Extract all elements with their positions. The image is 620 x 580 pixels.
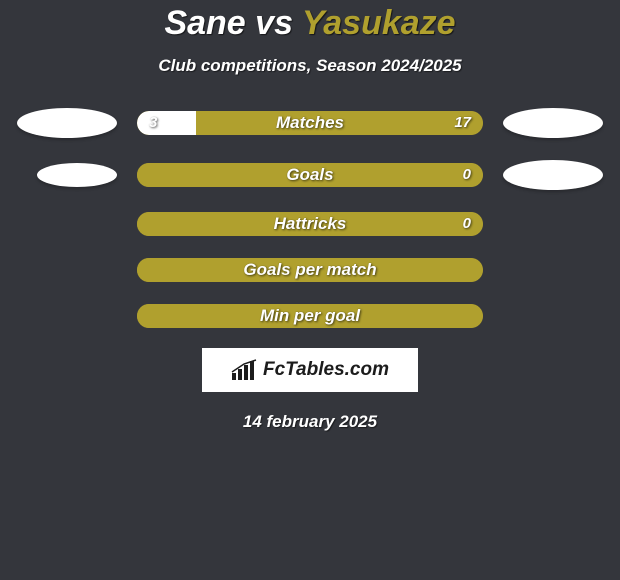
oval-right-cell	[503, 108, 603, 138]
stat-bar: Min per goal	[137, 304, 483, 328]
stat-bar: Hattricks0	[137, 212, 483, 236]
player1-oval	[37, 163, 117, 187]
bar-label: Min per goal	[137, 304, 483, 328]
bar-value-right: 0	[463, 212, 471, 236]
player2-oval	[503, 108, 603, 138]
brand-text: FcTables.com	[263, 359, 389, 381]
root: Sane vs Yasukaze Club competitions, Seas…	[0, 0, 620, 432]
brand-box: FcTables.com	[202, 348, 418, 392]
bar-value-right: 0	[463, 163, 471, 187]
bar-label: Hattricks	[137, 212, 483, 236]
oval-left-cell	[37, 163, 117, 187]
stat-bar: Goals per match	[137, 258, 483, 282]
stat-bar: Goals0	[137, 163, 483, 187]
stat-bar: Matches3 17	[137, 111, 483, 135]
oval-left-cell	[17, 108, 117, 138]
player2-oval	[503, 160, 603, 190]
stats-grid: Matches317Goals0Hattricks0Goals per matc…	[17, 108, 603, 328]
bar-value-left: 3	[149, 111, 157, 135]
brand-bars-icon	[231, 359, 257, 381]
bar-label: Goals	[137, 163, 483, 187]
title-player1: Sane	[164, 4, 245, 42]
oval-right-cell	[503, 160, 603, 190]
title-player2: Yasukaze	[302, 4, 456, 42]
bar-value-right: 17	[454, 111, 471, 135]
page-title: Sane vs Yasukaze	[164, 6, 455, 42]
bar-label: Matches	[137, 111, 483, 135]
title-vs: vs	[255, 4, 293, 42]
player1-oval	[17, 108, 117, 138]
subtitle: Club competitions, Season 2024/2025	[158, 56, 461, 76]
bar-label: Goals per match	[137, 258, 483, 282]
date-text: 14 february 2025	[243, 412, 377, 432]
